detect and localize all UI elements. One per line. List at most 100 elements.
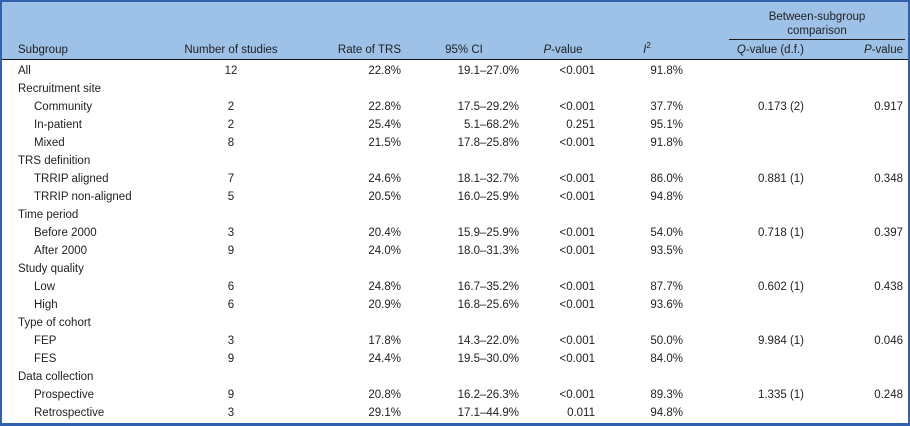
num-studies-cell: 9	[227, 388, 235, 401]
q-value-cell	[691, 80, 816, 98]
table-row: Before 2000 3 20.4% 15.9–25.9% <0.001 54…	[2, 224, 908, 242]
q-value-cell	[691, 188, 816, 206]
i-squared-cell: 87.7%	[650, 280, 683, 293]
subgroup-label-cell: Time period	[18, 208, 79, 221]
spanner-spacer	[2, 2, 691, 40]
i-squared-cell: 91.8%	[650, 136, 683, 149]
num-studies-cell	[167, 80, 295, 98]
p-value-cell: <0.001	[559, 190, 596, 203]
p-value-2-cell: 0.046	[874, 334, 903, 347]
q-value-cell	[691, 296, 816, 314]
table-row: TRRIP aligned 7 24.6% 18.1–32.7% <0.001 …	[2, 170, 908, 188]
p-value-2-cell	[816, 296, 908, 314]
p-value-cell: <0.001	[559, 172, 596, 185]
num-studies-cell: 5	[227, 190, 235, 203]
subgroup-label-cell: Before 2000	[34, 226, 97, 239]
spanner-header-row: Between-subgroup comparison	[2, 2, 908, 40]
q-value-cell	[691, 260, 816, 278]
ci-cell: 17.8–25.8%	[457, 136, 519, 149]
i-squared-cell	[603, 314, 691, 332]
num-studies-cell: 3	[227, 406, 235, 419]
p-value-cell: <0.001	[559, 334, 596, 347]
subgroup-label-cell: After 2000	[34, 244, 88, 257]
table-row: After 2000 9 24.0% 18.0–31.3% <0.001 93.…	[2, 242, 908, 260]
ci-cell: 15.9–25.9%	[457, 226, 519, 239]
rate-cell: 22.8%	[368, 64, 401, 77]
q-value-cell	[691, 59, 816, 80]
p-value-2-cell	[816, 350, 908, 368]
subgroup-label-cell: TRRIP non-aligned	[34, 190, 132, 203]
table-row: Community 2 22.8% 17.5–29.2% <0.001 37.7…	[2, 98, 908, 116]
p-value-2-cell: 0.438	[874, 280, 903, 293]
q-value-cell	[691, 350, 816, 368]
table-row: Prospective 9 20.8% 16.2–26.3% <0.001 89…	[2, 386, 908, 404]
ci-cell: 5.1–68.2%	[464, 118, 519, 131]
i-squared-cell	[603, 152, 691, 170]
rate-cell: 24.0%	[368, 244, 401, 257]
p-value-2-cell	[816, 116, 908, 134]
num-studies-cell	[167, 314, 295, 332]
ci-cell	[405, 206, 523, 224]
subgroup-label-cell: Recruitment site	[18, 82, 102, 95]
q-value-cell: 0.881 (1)	[757, 172, 804, 185]
spanner-label: Between-subgroup comparison	[768, 11, 866, 37]
rate-cell: 24.6%	[368, 172, 401, 185]
table-body: All 12 22.8% 19.1–27.0% <0.001 91.8% Rec…	[2, 59, 908, 422]
p-value-cell: <0.001	[559, 64, 596, 77]
rate-cell: 20.5%	[368, 190, 401, 203]
table-row: FES 9 24.4% 19.5–30.0% <0.001 84.0%	[2, 350, 908, 368]
p-value-2-cell: 0.248	[874, 388, 903, 401]
p-value-cell	[523, 368, 603, 386]
table-row: In-patient 2 25.4% 5.1–68.2% 0.251 95.1%	[2, 116, 908, 134]
p-value-2-cell	[816, 404, 908, 422]
p-value-cell	[523, 206, 603, 224]
i-squared-cell	[603, 260, 691, 278]
q-value-cell	[691, 134, 816, 152]
num-studies-cell	[167, 368, 295, 386]
ci-cell	[405, 152, 523, 170]
rate-cell: 24.8%	[368, 280, 401, 293]
num-studies-cell: 3	[227, 334, 235, 347]
q-value-cell: 0.173 (2)	[757, 100, 804, 113]
table-row: Low 6 24.8% 16.7–35.2% <0.001 87.7% 0.60…	[2, 278, 908, 296]
i-squared-cell: 93.6%	[650, 298, 683, 311]
subgroup-label-cell: Mixed	[34, 136, 65, 149]
num-studies-cell: 6	[227, 298, 235, 311]
p-value-2-cell	[816, 152, 908, 170]
num-studies-cell	[167, 152, 295, 170]
num-studies-cell: 7	[227, 172, 235, 185]
p-value-cell: <0.001	[559, 244, 596, 257]
rate-cell	[295, 80, 405, 98]
ci-cell: 17.5–29.2%	[457, 100, 519, 113]
num-studies-cell	[167, 260, 295, 278]
ci-cell	[405, 80, 523, 98]
rate-cell: 21.5%	[368, 136, 401, 149]
q-value-cell	[691, 368, 816, 386]
p-value-2-cell	[816, 134, 908, 152]
num-studies-cell: 9	[227, 244, 235, 257]
col-header-ci: 95% CI	[405, 40, 523, 60]
ci-cell: 16.2–26.3%	[457, 388, 519, 401]
num-studies-cell: 8	[227, 136, 235, 149]
p-value-2-cell	[816, 80, 908, 98]
i-squared-cell: 50.0%	[650, 334, 683, 347]
rate-cell: 17.8%	[368, 334, 401, 347]
rate-cell: 24.4%	[368, 352, 401, 365]
subgroup-label-cell: In-patient	[34, 118, 82, 131]
ci-cell: 16.7–35.2%	[457, 280, 519, 293]
subgroup-label-cell: Prospective	[34, 388, 95, 401]
p-value-cell	[523, 80, 603, 98]
num-studies-cell: 2	[227, 118, 235, 131]
subgroup-label-cell: Low	[34, 280, 56, 293]
table-row: FEP 3 17.8% 14.3–22.0% <0.001 50.0% 9.98…	[2, 332, 908, 350]
table-row: Mixed 8 21.5% 17.8–25.8% <0.001 91.8%	[2, 134, 908, 152]
p-value-2-cell: 0.917	[874, 100, 903, 113]
num-studies-cell: 2	[227, 100, 235, 113]
q-value-cell: 1.335 (1)	[757, 388, 804, 401]
table-row: TRRIP non-aligned 5 20.5% 16.0–25.9% <0.…	[2, 188, 908, 206]
i-squared-cell: 95.1%	[650, 118, 683, 131]
ci-cell: 18.1–32.7%	[457, 172, 519, 185]
subgroup-label-cell: TRS definition	[18, 154, 91, 167]
col-header-rate: Rate of TRS	[295, 40, 405, 60]
i-squared-cell: 86.0%	[650, 172, 683, 185]
